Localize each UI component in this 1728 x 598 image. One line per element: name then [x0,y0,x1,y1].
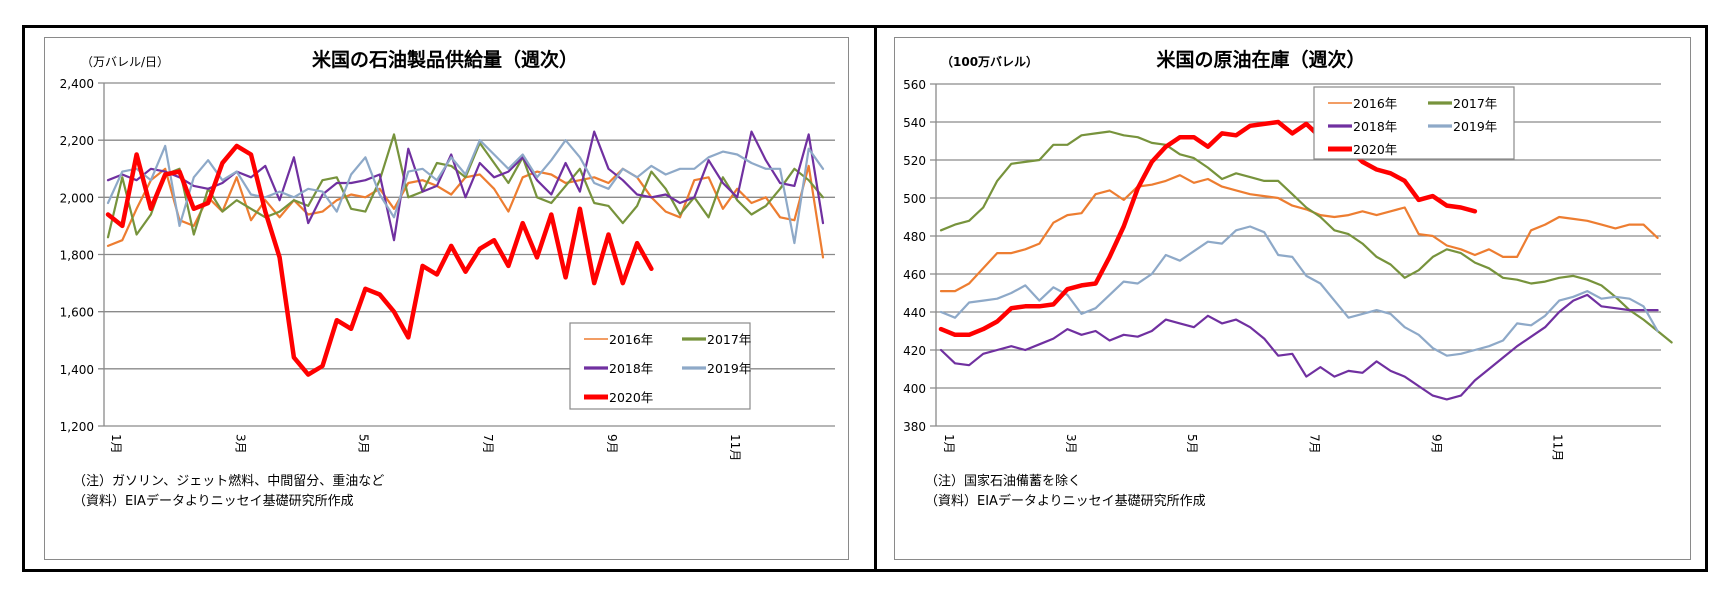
x-tick-label: 11月 [728,434,742,461]
y-tick-label: 480 [903,230,926,244]
chart-panel-product-supply: 米国の石油製品供給量（週次） （万バレル/日） 1,200 1,400 1,600 1… [44,37,849,560]
y-tick-label: 540 [903,116,926,130]
note-text: （注）ガソリン、ジェット燃料、中間留分、重油など [73,474,385,489]
legend-label: 2019年 [707,361,751,376]
x-tick-label: 11月 [1550,434,1564,461]
legend-label: 2017年 [707,332,751,347]
y-axis-unit-label: （万バレル/日） [81,55,169,69]
y-tick-label: 520 [903,154,926,168]
y-tick-label: 400 [903,382,926,396]
x-tick-label: 1月 [942,434,956,454]
series-line-2016 [939,174,1659,293]
y-tick-label: 460 [903,268,926,282]
series-line-2018 [106,130,825,242]
legend-label: 2016年 [609,332,653,347]
legend-label: 2018年 [1353,119,1397,134]
series-line-2017 [106,133,825,239]
y-tick-label: 1,800 [60,249,94,263]
y-tick-label: 1,200 [60,420,94,434]
legend-label: 2016年 [1353,96,1397,111]
x-tick-label: 5月 [356,434,370,454]
x-tick-label: 1月 [109,434,123,454]
chart-panel-crude-inventory: 米国の原油在庫（週次） （100万バレル） 380 400 420 440 460 480… [894,37,1691,560]
series-line-2019 [106,139,825,245]
x-tick-label: 7月 [1307,434,1321,454]
legend-label: 2020年 [1353,142,1397,157]
x-tick-label: 7月 [481,434,495,454]
x-tick-label: 9月 [1430,434,1444,454]
x-tick-label: 5月 [1185,434,1199,454]
y-tick-label: 2,000 [60,191,94,205]
chart-title: 米国の原油在庫（週次） [1156,48,1365,71]
chart-title: 米国の石油製品供給量（週次） [312,48,578,71]
y-tick-label: 2,400 [60,77,94,91]
y-tick-label: 440 [903,306,926,320]
legend-label: 2020年 [609,390,653,405]
legend-label: 2017年 [1453,96,1497,111]
y-tick-label: 1,400 [60,363,94,377]
legend-label: 2019年 [1453,119,1497,134]
y-tick-label: 500 [903,192,926,206]
y-tick-label: 420 [903,344,926,358]
outer-frame [22,25,1708,572]
series-line-2017 [939,130,1673,344]
x-tick-label: 3月 [233,434,247,454]
series-line-2020 [105,143,654,377]
source-text: （資料）EIAデータよりニッセイ基礎研究所作成 [73,494,354,509]
series-line-2019 [939,225,1659,357]
series-line-2020 [938,119,1478,338]
legend-label: 2018年 [609,361,653,376]
y-tick-label: 380 [903,420,926,434]
y-tick-label: 560 [903,78,926,92]
chart-product-supply: 米国の石油製品供給量（週次） （万バレル/日） 1,200 1,400 1,600 1… [60,48,835,461]
series-line-2018 [939,293,1659,401]
note-text: （注）国家石油備蓄を除く [925,474,1082,489]
x-tick-label: 9月 [605,434,619,454]
panel-divider [874,25,877,572]
x-tick-label: 3月 [1064,434,1078,454]
y-tick-label: 2,200 [60,134,94,148]
y-tick-label: 1,600 [60,306,94,320]
source-text: （資料）EIAデータよりニッセイ基礎研究所作成 [925,494,1206,509]
y-axis-unit-label: （100万バレル） [941,54,1038,69]
chart-crude-inventory: 米国の原油在庫（週次） （100万バレル） 380 400 420 440 460 480… [903,48,1673,461]
